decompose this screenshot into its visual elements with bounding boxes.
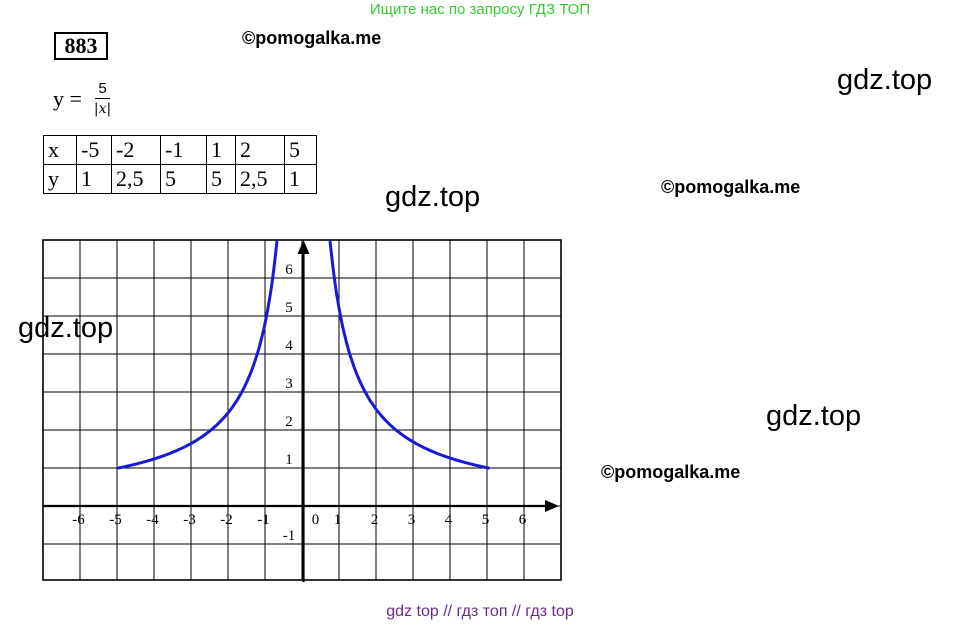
table-row-y: y 1 2,5 5 5 2,5 1 (43, 164, 317, 194)
table-cell: 5 (160, 164, 207, 194)
x-tick-label: 3 (408, 512, 416, 528)
y-axis-arrow-icon (297, 240, 310, 254)
curve-left-branch (117, 240, 279, 470)
curve-right-branch (328, 240, 490, 470)
watermark-pomogalka: ©pomogalka.me (661, 177, 801, 197)
table-cell: 1 (76, 164, 112, 194)
y-tick-label: 4 (285, 338, 293, 354)
x-tick-label: 6 (519, 512, 527, 528)
table-cell: 2,5 (111, 164, 161, 194)
y-tick-label: 2 (285, 414, 293, 430)
values-table: x -5 -2 -1 1 2 5 y 1 2,5 5 5 2,5 1 (43, 135, 317, 194)
x-tick-label: -1 (257, 512, 270, 528)
table-cell: 1 (206, 135, 236, 165)
task-number: 883 (54, 32, 108, 60)
y-tick-label: 3 (285, 376, 293, 392)
formula-denominator: |x| (93, 100, 112, 117)
table-cell: x (43, 135, 77, 165)
x-tick-label: -5 (109, 512, 122, 528)
formula: y = 5 |x| (53, 74, 111, 124)
table-cell: 5 (206, 164, 236, 194)
watermark-pomogalka: ©pomogalka.me (242, 28, 382, 48)
watermark-gdz: gdz.top (18, 312, 114, 344)
x-tick-label: 5 (482, 512, 490, 528)
x-tick-label: 2 (371, 512, 379, 528)
x-tick-label: 1 (334, 512, 342, 528)
x-tick-label: 0 (312, 512, 320, 528)
formula-lhs: y = (53, 86, 82, 111)
y-tick-label: 1 (285, 452, 293, 468)
formula-fraction: 5 |x| (94, 80, 111, 119)
x-tick-label: -2 (220, 512, 233, 528)
table-cell: y (43, 164, 77, 194)
x-axis-arrow-icon (545, 500, 559, 512)
y-tick-label: -1 (283, 528, 296, 544)
watermark-gdz: gdz.top (385, 181, 481, 213)
table-cell: 5 (284, 135, 317, 165)
y-tick-label: 5 (285, 300, 293, 316)
x-tick-label: 4 (445, 512, 453, 528)
top-banner: Ищите нас по запросу ГДЗ ТОП (369, 1, 591, 18)
x-tick-label: -6 (72, 512, 85, 528)
x-tick-label: -3 (183, 512, 196, 528)
y-tick-label: 6 (285, 262, 293, 278)
table-cell: 1 (284, 164, 317, 194)
x-tick-label: -4 (146, 512, 159, 528)
watermark-pomogalka: ©pomogalka.me (601, 462, 741, 482)
footer-links: gdz top // гдз топ // гдз top (386, 603, 574, 620)
formula-numerator: 5 (95, 80, 110, 99)
watermark-gdz: gdz.top (837, 64, 933, 96)
watermark-gdz: gdz.top (766, 400, 862, 432)
